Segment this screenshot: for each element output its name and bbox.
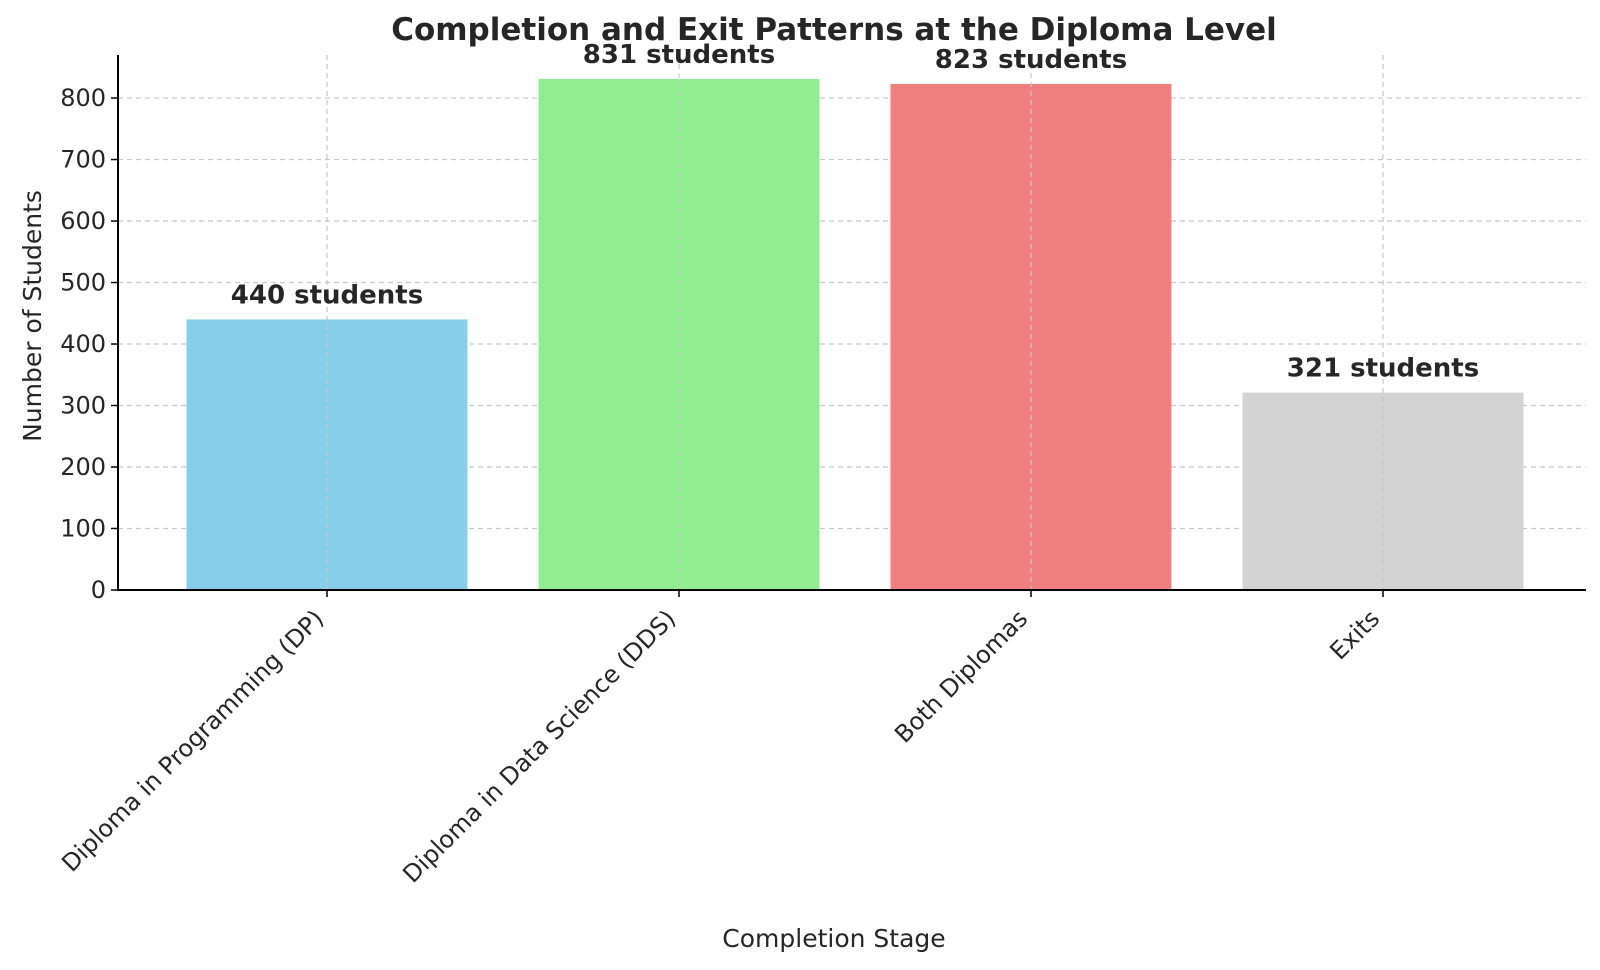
y-axis-label: Number of Students — [18, 190, 47, 442]
y-tick-label-200: 200 — [60, 453, 106, 481]
axes — [117, 55, 1586, 591]
x-axis-label: Completion Stage — [722, 924, 945, 953]
data-label-3: 321 students — [1287, 354, 1479, 384]
x-tick-label-0: Diploma in Programming (DP) — [56, 604, 329, 877]
y-axis-ticks: 0 100 200 300 400 500 600 700 800 — [60, 84, 118, 604]
bars — [186, 78, 1524, 591]
y-tick-label-400: 400 — [60, 330, 106, 358]
y-tick-label-100: 100 — [60, 515, 106, 543]
x-axis-ticks: Diploma in Programming (DP) Diploma in Da… — [56, 590, 1385, 888]
y-tick-label-0: 0 — [91, 576, 106, 604]
y-tick-label-600: 600 — [60, 207, 106, 235]
y-tick-label-500: 500 — [60, 269, 106, 297]
x-tick-label-1: Diploma in Data Science (DDS) — [397, 604, 681, 888]
data-label-0: 440 students — [231, 280, 423, 310]
data-label-2: 823 students — [935, 45, 1127, 75]
x-tick-label-2: Both Diplomas — [889, 604, 1033, 748]
chart-title: Completion and Exit Patterns at the Dipl… — [391, 12, 1277, 48]
data-label-1: 831 students — [583, 40, 775, 70]
y-tick-label-800: 800 — [60, 84, 106, 112]
y-tick-label-700: 700 — [60, 146, 106, 174]
y-tick-label-300: 300 — [60, 392, 106, 420]
data-labels: 440 students 831 students 823 students 321 … — [231, 40, 1479, 384]
x-tick-label-3: Exits — [1324, 604, 1385, 665]
